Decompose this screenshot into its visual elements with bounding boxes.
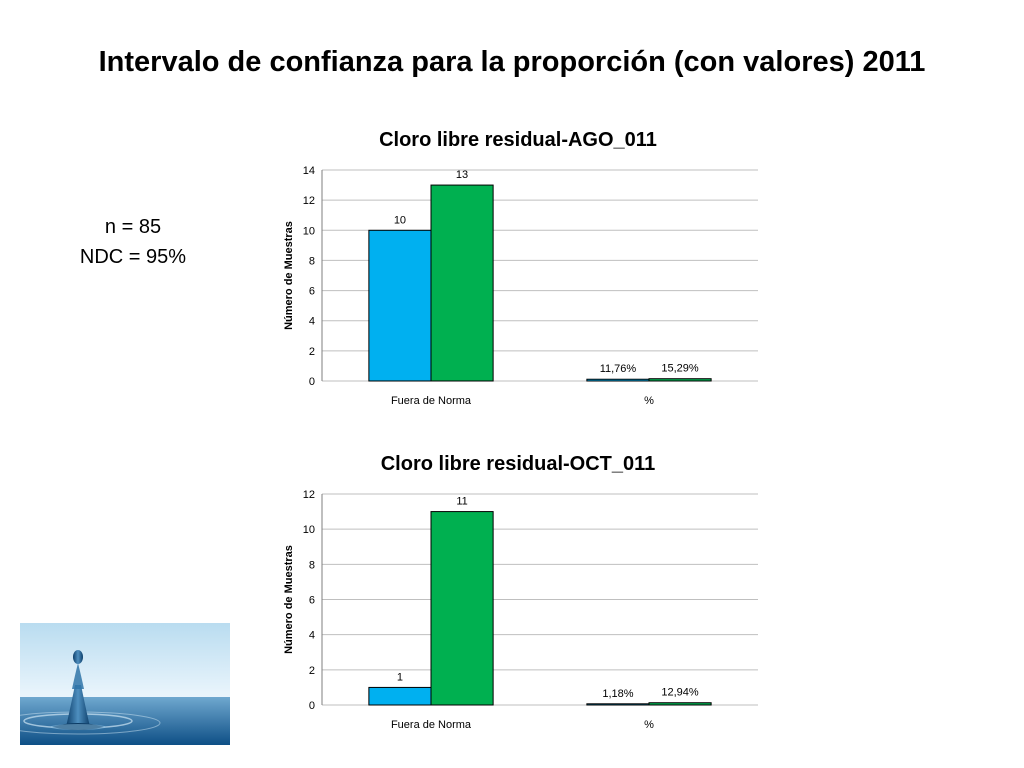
chart-0-ytick-label: 10: [303, 225, 315, 237]
chart-1-data-label: 12,94%: [661, 687, 699, 699]
chart-0-ytick-label: 12: [303, 195, 315, 207]
chart-1-ytick-label: 10: [303, 524, 315, 536]
chart-1-ytick-label: 8: [309, 559, 315, 571]
slide-title: Intervalo de confianza para la proporció…: [98, 46, 926, 78]
chart-1-data-label: 1,18%: [602, 688, 633, 700]
chart-1-bar-s0-c1: [586, 703, 650, 706]
chart-1-ytick-label: 0: [309, 700, 315, 712]
chart-0-ytick-label: 14: [303, 165, 315, 177]
sample-size-label: n = 85: [104, 216, 162, 238]
chart-1-ytick-label: 4: [309, 630, 315, 642]
chart-0-data-label: 15,29%: [661, 363, 699, 375]
chart-0-ytick-label: 2: [309, 346, 315, 358]
chart-1-ytick-label: 2: [309, 665, 315, 677]
chart-0-bar-s1-c0: [430, 184, 494, 382]
chart-0-category-label: %: [644, 395, 654, 407]
chart-1-category-label: Fuera de Norma: [391, 719, 472, 731]
chart-1-title: Cloro libre residual-OCT_011: [381, 453, 656, 475]
chart-0-title: Cloro libre residual-AGO_011: [379, 129, 657, 151]
chart-1-category-label: %: [644, 719, 654, 731]
chart-1-bar-s0-c0: [368, 686, 432, 706]
chart-0-bar-s1-c1: [648, 378, 712, 382]
chart-0-category-label: Fuera de Norma: [391, 395, 472, 407]
chart-0-ylabel: Número de Muestras: [283, 221, 295, 330]
chart-ago: Cloro libre residual-AGO_011 0 2 4 6 8 10 12 14 N…: [283, 129, 758, 407]
chart-0-data-label: 10: [394, 214, 406, 226]
chart-1-ytick-label: 6: [309, 595, 315, 607]
chart-0-ytick-label: 4: [309, 316, 315, 328]
chart-1-bar-s1-c1: [648, 702, 712, 706]
chart-0-ytick-label: 6: [309, 286, 315, 298]
chart-1-data-label: 1: [397, 671, 403, 683]
chart-1-ytick-label: 12: [303, 489, 315, 501]
water-drop-image: [20, 623, 230, 745]
chart-0-bar-s0-c1: [586, 378, 650, 382]
chart-0-bar-s0-c0: [368, 229, 432, 382]
sample-stats: n = 85 NDC = 95%: [58, 212, 208, 272]
chart-0-data-label: 13: [456, 169, 468, 181]
chart-0-data-label: 11,76%: [600, 363, 637, 375]
chart-0-ytick-label: 8: [309, 255, 315, 267]
chart-oct: Cloro libre residual-OCT_011 0 2 4 6 8 10 12 Núm…: [283, 453, 758, 731]
chart-1-bar-s1-c0: [430, 511, 494, 706]
chart-1-data-label: 11: [456, 496, 467, 508]
confidence-level-label: NDC = 95%: [79, 246, 187, 268]
chart-0-ytick-label: 0: [309, 376, 315, 388]
chart-1-ylabel: Número de Muestras: [283, 545, 295, 654]
